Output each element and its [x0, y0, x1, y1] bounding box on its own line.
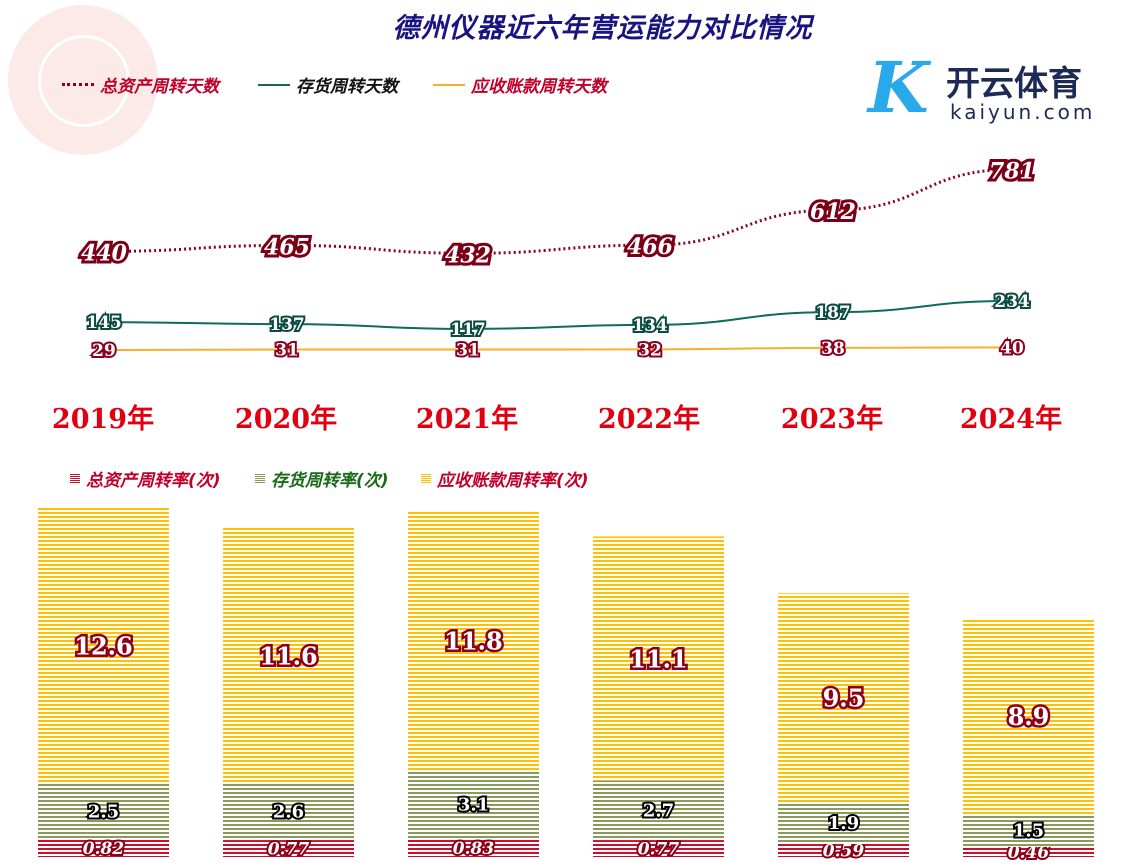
legend-label: 存货周转天数: [296, 77, 398, 97]
legend-total-asset-days: 总资产周转天数: [62, 72, 219, 97]
bar-data-label: 2.5: [88, 801, 119, 822]
legend-label: 应收账款周转天数: [471, 77, 607, 97]
bar-data-label: 1.5: [1013, 820, 1044, 841]
bar-data-label: 11.1: [629, 645, 687, 674]
line-data-label: 117: [450, 320, 486, 340]
seal-logo: [8, 5, 158, 155]
bar-segment: [408, 838, 539, 857]
line-data-label: 29: [92, 341, 116, 361]
bar-segment: [778, 844, 909, 857]
x-axis-label: 2019年: [52, 403, 154, 435]
bar-segment: [223, 527, 354, 783]
watermark-en: kaiyun.com: [950, 100, 1096, 124]
bar-segment: [38, 783, 169, 839]
line-data-label: 781: [989, 159, 1035, 185]
bar-data-label: 9.5: [823, 684, 865, 713]
watermark-mark: K: [868, 46, 929, 129]
bar-data-label: 3.1: [458, 795, 489, 816]
bar-data-label: 11.8: [444, 627, 502, 656]
line-data-label: 440: [81, 240, 128, 266]
legend-swatch: [255, 473, 265, 484]
legend-receivable-turnover: 应收账款周转率(次): [421, 466, 589, 491]
x-axis-label: 2020年: [235, 403, 337, 435]
legend-swatch: [258, 83, 290, 86]
legend-inventory-days: 存货周转天数: [258, 72, 398, 97]
bar-data-label: 8.9: [1008, 702, 1050, 731]
legend-swatch: [62, 83, 94, 86]
x-axis-label: 2024年: [960, 403, 1062, 435]
line-data-label: 432: [445, 242, 491, 268]
bar-segment: [778, 802, 909, 845]
legend-label: 总资产周转天数: [100, 77, 219, 97]
legend-swatch: [421, 473, 431, 484]
line-data-label: 38: [821, 339, 845, 359]
bar-segment: [223, 840, 354, 857]
bar-segment: [778, 593, 909, 803]
line-series-0: [103, 168, 1013, 255]
line-data-label: 31: [456, 341, 480, 361]
bar-segment: [593, 780, 724, 841]
line-data-label: 612: [810, 199, 856, 225]
line-series-1: [103, 299, 1013, 330]
line-data-label: 137: [269, 315, 305, 335]
bar-data-label: 0.82: [83, 839, 125, 859]
bar-data-label: 0.83: [453, 839, 495, 859]
bar-segment: [593, 536, 724, 781]
bar-segment: [593, 840, 724, 857]
line-series-2: [103, 346, 1013, 352]
x-axis-label: 2021年: [416, 403, 518, 435]
line-data-label: 234: [994, 292, 1030, 312]
bar-segment: [963, 846, 1094, 857]
watermark-logo: K 开云体育 kaiyun.com: [868, 46, 1128, 142]
bar-data-label: 12.6: [74, 631, 132, 660]
line-data-label: 134: [632, 316, 668, 336]
legend-label: 应收账款周转率(次): [437, 471, 589, 491]
bar-data-label: 1.9: [828, 813, 859, 834]
bar-data-label: 2.7: [643, 800, 674, 821]
legend-swatch: [433, 83, 465, 86]
bar-segment: [38, 506, 169, 784]
x-axis-label: 2022年: [598, 403, 700, 435]
line-data-label: 145: [86, 313, 122, 333]
bar-segment: [38, 838, 169, 857]
line-data-label: 31: [275, 341, 299, 361]
line-data-label: 187: [815, 303, 851, 323]
bar-data-label: 0.59: [823, 842, 865, 862]
bar-segment: [963, 618, 1094, 814]
bar-data-label: 0.77: [268, 840, 310, 860]
bar-segment: [963, 813, 1094, 847]
legend-inventory-turnover: 存货周转率(次): [255, 466, 389, 491]
watermark-cn: 开云体育: [946, 64, 1082, 104]
line-data-label: 466: [627, 234, 673, 260]
line-data-label: 465: [264, 234, 310, 260]
chart-title: 德州仪器近六年营运能力对比情况: [392, 13, 813, 44]
bar-data-label: 0.77: [638, 840, 680, 860]
bar-segment: [223, 782, 354, 841]
bar-segment: [408, 770, 539, 839]
legend-total-asset-turnover: 总资产周转率(次): [70, 466, 221, 491]
legend-label: 总资产周转率(次): [86, 471, 221, 491]
line-data-label: 32: [638, 340, 662, 360]
bar-data-label: 2.6: [273, 801, 304, 822]
bar-data-label: 11.6: [259, 641, 317, 670]
bar-segment: [408, 510, 539, 771]
legend-label: 存货周转率(次): [271, 471, 389, 491]
line-data-label: 40: [1000, 338, 1024, 358]
x-axis-label: 2023年: [781, 403, 883, 435]
legend-swatch: [70, 473, 80, 484]
legend-receivable-days: 应收账款周转天数: [433, 72, 607, 97]
